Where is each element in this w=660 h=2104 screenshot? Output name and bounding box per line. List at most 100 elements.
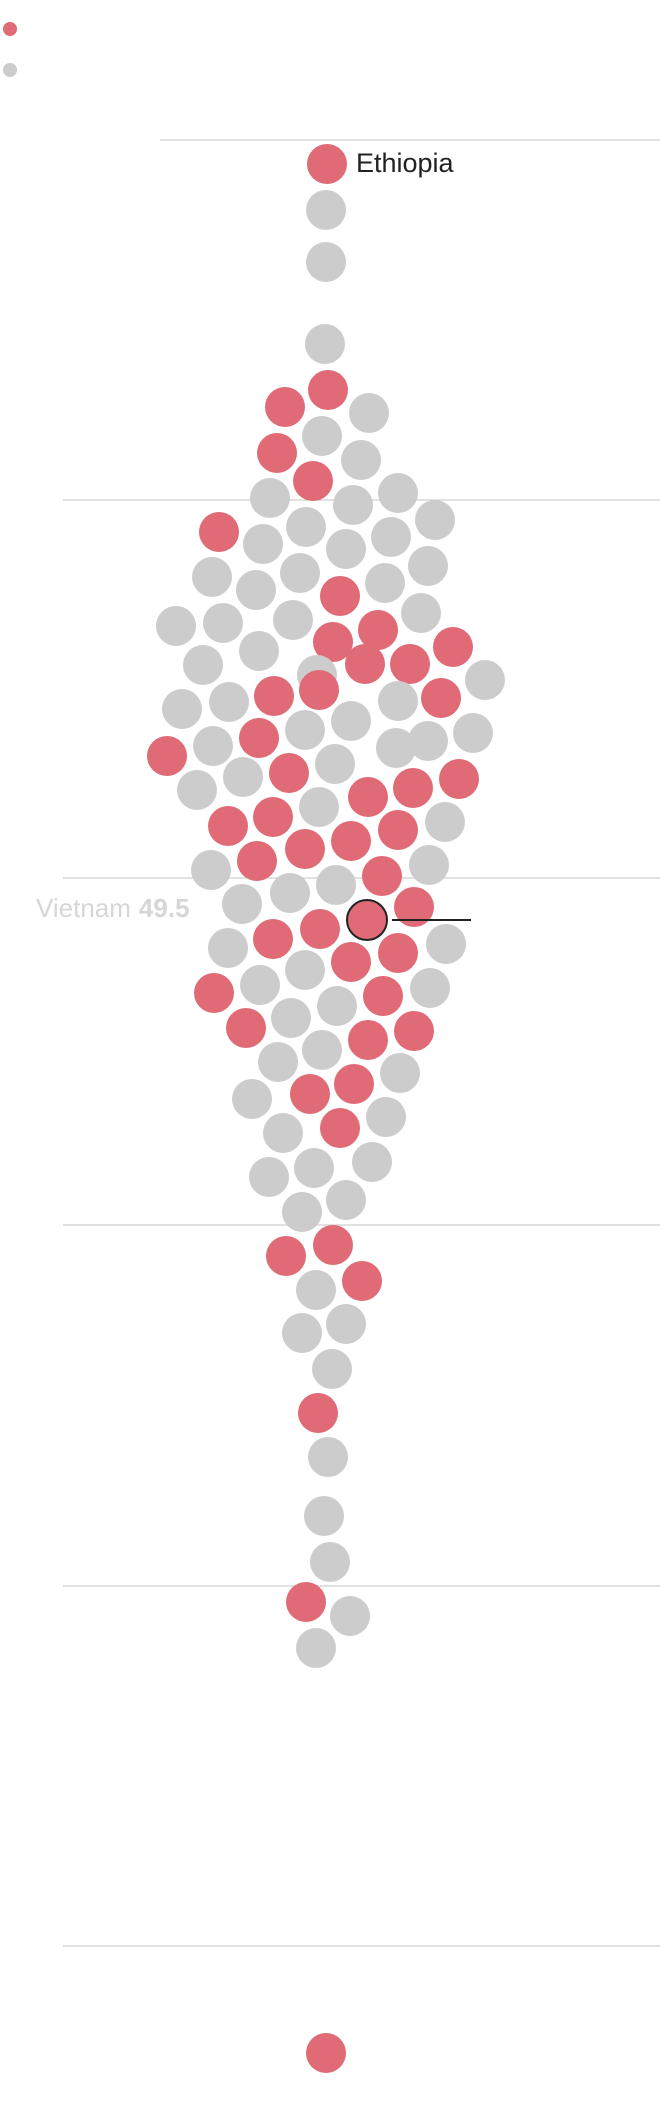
dot-other[interactable] [408,721,448,761]
dot-other[interactable] [317,986,357,1026]
dot-other[interactable] [378,681,418,721]
dot-highlight[interactable] [393,768,433,808]
dot-other[interactable] [286,507,326,547]
dot-highlight[interactable] [253,797,293,837]
dot-highlight[interactable] [239,718,279,758]
dot-highlight[interactable] [358,610,398,650]
dot-highlight[interactable] [378,810,418,850]
dot-other[interactable] [366,1097,406,1137]
dot-highlight[interactable] [269,753,309,793]
dot-other[interactable] [409,845,449,885]
dot-other[interactable] [192,557,232,597]
dot-highlight[interactable] [362,856,402,896]
dot-highlight[interactable] [378,933,418,973]
dots[interactable] [147,190,505,2073]
dot-other[interactable] [282,1192,322,1232]
dot-other[interactable] [236,570,276,610]
dot-highlight[interactable] [286,1582,326,1622]
dot-other[interactable] [250,478,290,518]
dot-highlight[interactable] [199,512,239,552]
dot-other[interactable] [371,517,411,557]
dot-other[interactable] [299,787,339,827]
dot-highlight[interactable] [313,1225,353,1265]
dot-other[interactable] [330,1596,370,1636]
dot-other[interactable] [401,593,441,633]
dot-other[interactable] [425,802,465,842]
dot-highlight[interactable] [237,841,277,881]
dot-highlight[interactable] [265,387,305,427]
dot-other[interactable] [378,473,418,513]
dot-other[interactable] [183,645,223,685]
dot-other[interactable] [306,242,346,282]
dot-other[interactable] [326,1180,366,1220]
dot-highlight[interactable] [208,806,248,846]
dot-other[interactable] [315,744,355,784]
dot-other[interactable] [376,728,416,768]
dot-other[interactable] [191,850,231,890]
dot-highlight[interactable] [226,1008,266,1048]
dot-other[interactable] [310,1542,350,1582]
dot-highlight[interactable] [298,1393,338,1433]
dot-other[interactable] [333,485,373,525]
dot-highlight[interactable] [313,622,353,662]
dot-other[interactable] [426,924,466,964]
dot-ethiopia[interactable] [307,144,347,184]
dot-highlight[interactable] [439,759,479,799]
dot-other[interactable] [305,324,345,364]
dot-other[interactable] [222,884,262,924]
dot-highlight[interactable] [254,676,294,716]
dot-other[interactable] [352,1142,392,1182]
dot-highlight[interactable] [285,829,325,869]
dot-highlight[interactable] [421,678,461,718]
dot-highlight[interactable] [348,1020,388,1060]
dot-other[interactable] [380,1053,420,1093]
dot-other[interactable] [282,1313,322,1353]
dot-other[interactable] [243,524,283,564]
dot-other[interactable] [365,563,405,603]
dot-other[interactable] [193,726,233,766]
dot-other[interactable] [453,713,493,753]
dot-other[interactable] [271,998,311,1038]
hovered-dot[interactable] [346,899,388,941]
dot-highlight[interactable] [334,1064,374,1104]
dot-other[interactable] [223,757,263,797]
dot-highlight[interactable] [299,670,339,710]
dot-other[interactable] [408,546,448,586]
dot-other[interactable] [285,950,325,990]
dot-other[interactable] [465,660,505,700]
dot-other[interactable] [341,440,381,480]
dot-highlight[interactable] [394,1011,434,1051]
dot-other[interactable] [326,529,366,569]
dot-other[interactable] [209,682,249,722]
dot-highlight[interactable] [266,1236,306,1276]
dot-highlight[interactable] [306,2033,346,2073]
dot-other[interactable] [302,416,342,456]
dot-highlight[interactable] [300,909,340,949]
dot-highlight[interactable] [394,887,434,927]
dot-other[interactable] [306,190,346,230]
dot-highlight[interactable] [331,942,371,982]
dot-other[interactable] [410,968,450,1008]
dot-other[interactable] [249,1157,289,1197]
dot-highlight[interactable] [345,644,385,684]
dot-other[interactable] [304,1496,344,1536]
dot-highlight[interactable] [308,370,348,410]
dot-highlight[interactable] [363,976,403,1016]
dot-other[interactable] [156,606,196,646]
dot-other[interactable] [263,1113,303,1153]
dot-highlight[interactable] [253,919,293,959]
dot-other[interactable] [270,873,310,913]
dot-other[interactable] [331,701,371,741]
dot-other[interactable] [280,553,320,593]
dot-other[interactable] [258,1042,298,1082]
dot-highlight[interactable] [342,1261,382,1301]
dot-other[interactable] [285,710,325,750]
dot-other[interactable] [162,689,202,729]
dot-highlight[interactable] [290,1074,330,1114]
dot-other[interactable] [240,965,280,1005]
dot-other[interactable] [239,631,279,671]
dot-highlight[interactable] [257,433,297,473]
dot-other[interactable] [177,770,217,810]
dot-other[interactable] [294,1148,334,1188]
dot-highlight[interactable] [320,576,360,616]
